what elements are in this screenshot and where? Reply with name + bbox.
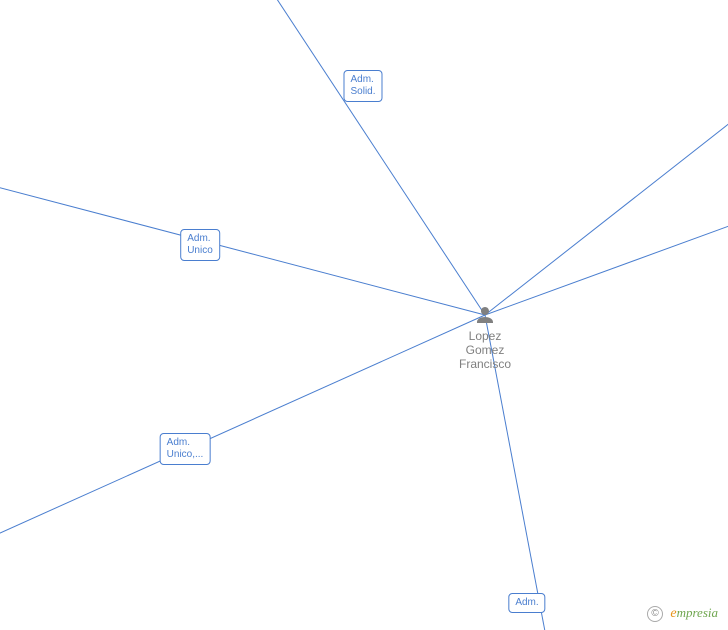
edge-label[interactable]: Adm. bbox=[508, 593, 545, 613]
edge-line bbox=[238, 0, 485, 315]
edge-line bbox=[0, 315, 485, 560]
edge-line bbox=[485, 222, 728, 315]
edge-line bbox=[485, 115, 728, 315]
center-node-label: Lopez Gomez Francisco bbox=[459, 329, 511, 371]
edge-label[interactable]: Adm. Unico,... bbox=[160, 433, 211, 465]
watermark: © empresia bbox=[647, 605, 718, 622]
edge-line bbox=[0, 172, 485, 315]
copyright-icon: © bbox=[647, 606, 663, 622]
network-diagram: Adm. Solid.Adm. UnicoAdm. Unico,...Adm. … bbox=[0, 0, 728, 630]
brand-rest: mpresia bbox=[677, 605, 718, 620]
edge-label[interactable]: Adm. Unico bbox=[180, 229, 220, 261]
edge-label[interactable]: Adm. Solid. bbox=[343, 70, 382, 102]
center-node-person[interactable]: Lopez Gomez Francisco bbox=[459, 303, 511, 371]
person-icon bbox=[473, 303, 497, 327]
